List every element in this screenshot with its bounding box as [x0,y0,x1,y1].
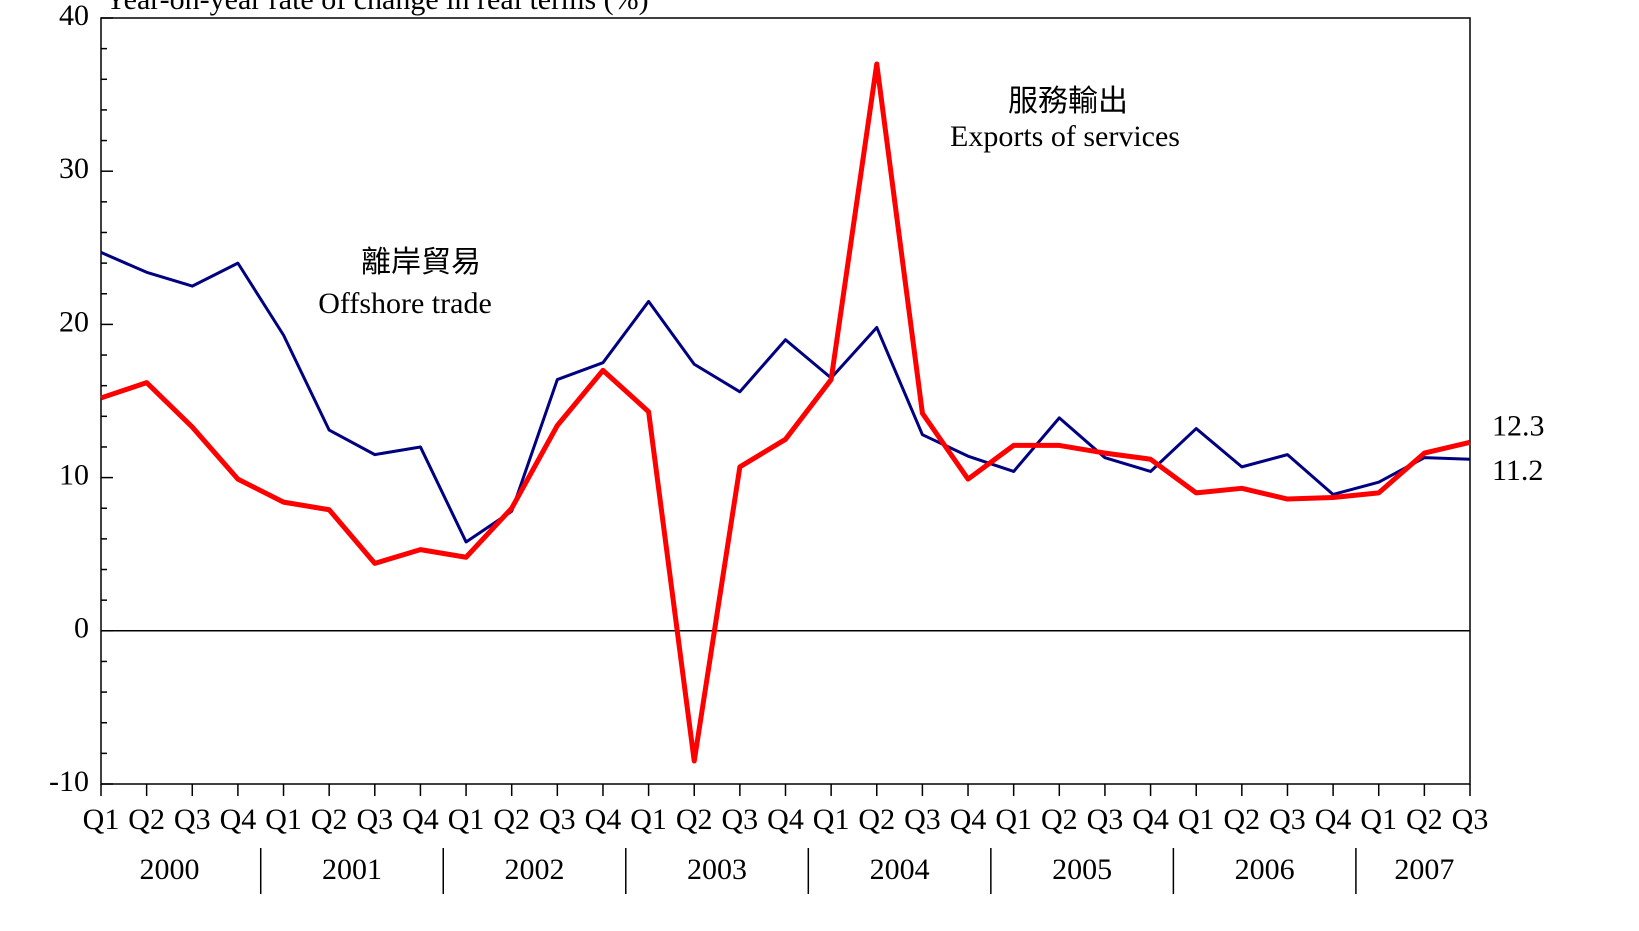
x-tick-label: Q4 [1132,803,1169,836]
year-label: 2000 [139,853,199,886]
x-tick-label: Q3 [722,803,759,836]
x-tick-label: Q4 [585,803,622,836]
end-label: 12.3 [1492,409,1545,442]
x-tick-label: Q1 [448,803,485,836]
x-tick-label: Q1 [995,803,1032,836]
x-tick-label: Q1 [1178,803,1215,836]
annotation: Offshore trade [318,287,492,320]
annotation: 服務輸出 [1008,85,1128,118]
x-tick-label: Q1 [1360,803,1397,836]
year-label: 2001 [322,853,382,886]
x-tick-label: Q1 [813,803,850,836]
x-tick-label: Q1 [83,803,120,836]
y-tick-label: 30 [59,152,89,185]
y-tick-label: -10 [49,765,89,798]
x-tick-label: Q2 [858,803,895,836]
chart-title: Year-on-year rate of change in real term… [105,0,649,16]
y-tick-label: 20 [59,305,89,338]
year-label: 2006 [1235,853,1295,886]
plot-frame [100,17,1471,785]
y-tick-label: 10 [59,458,89,491]
year-label: 2007 [1394,853,1454,886]
x-tick-label: Q3 [174,803,211,836]
x-tick-label: Q3 [904,803,941,836]
annotation: 離岸貿易 [361,246,481,279]
y-tick-label: 40 [59,0,89,32]
year-label: 2005 [1052,853,1112,886]
end-label: 11.2 [1492,454,1543,487]
x-tick-label: Q4 [767,803,804,836]
x-tick-label: Q3 [1087,803,1124,836]
year-label: 2003 [687,853,747,886]
x-tick-label: Q2 [311,803,348,836]
x-tick-label: Q4 [220,803,257,836]
x-tick-label: Q2 [1041,803,1078,836]
x-tick-label: Q2 [1223,803,1260,836]
annotation: Exports of services [950,120,1180,153]
x-tick-label: Q3 [1452,803,1489,836]
year-label: 2002 [505,853,565,886]
series-line [100,251,1471,544]
x-tick-label: Q1 [265,803,302,836]
x-tick-label: Q4 [1315,803,1352,836]
year-label: 2004 [870,853,930,886]
x-tick-label: Q2 [1406,803,1443,836]
x-tick-label: Q4 [950,803,987,836]
y-tick-label: 0 [74,612,89,645]
x-tick-label: Q2 [676,803,713,836]
x-tick-label: Q3 [356,803,393,836]
x-tick-label: Q2 [128,803,165,836]
x-tick-label: Q3 [539,803,576,836]
series-line [100,61,1471,764]
x-tick-label: Q4 [402,803,439,836]
x-tick-label: Q1 [630,803,667,836]
x-tick-label: Q3 [1269,803,1306,836]
x-tick-label: Q2 [493,803,530,836]
